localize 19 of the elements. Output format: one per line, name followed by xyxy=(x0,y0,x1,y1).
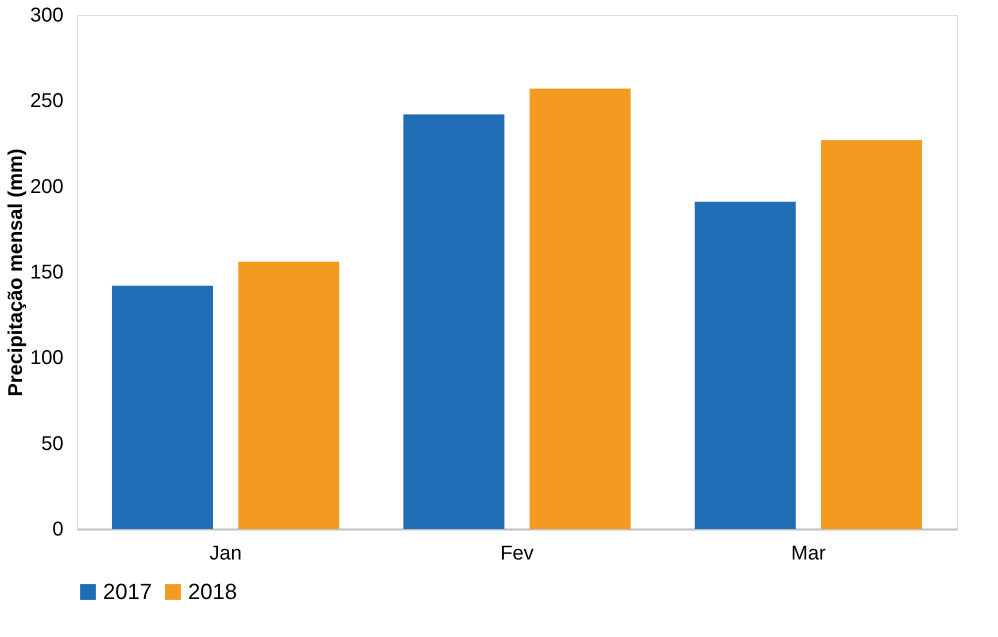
y-tick-label: 150 xyxy=(30,262,64,284)
bar xyxy=(112,286,213,529)
bar xyxy=(821,140,922,529)
legend-label: 2017 xyxy=(103,579,152,604)
legend-label: 2018 xyxy=(188,579,237,604)
y-tick-label: 50 xyxy=(41,432,64,455)
y-tick-label: 0 xyxy=(52,518,64,540)
bar xyxy=(403,114,504,529)
y-axis-title: Precipitação mensal (mm) xyxy=(5,148,28,396)
y-tick-label: 100 xyxy=(30,347,64,370)
y-tick-label: 250 xyxy=(30,90,64,112)
bar xyxy=(694,202,796,529)
y-tick-label: 200 xyxy=(30,176,64,198)
y-tick-label: 300 xyxy=(30,4,64,26)
x-tick-label: Fev xyxy=(500,542,534,564)
x-tick-label: Mar xyxy=(791,542,826,564)
bar xyxy=(238,262,340,529)
x-tick-label: Jan xyxy=(209,542,242,564)
bar xyxy=(530,88,631,529)
